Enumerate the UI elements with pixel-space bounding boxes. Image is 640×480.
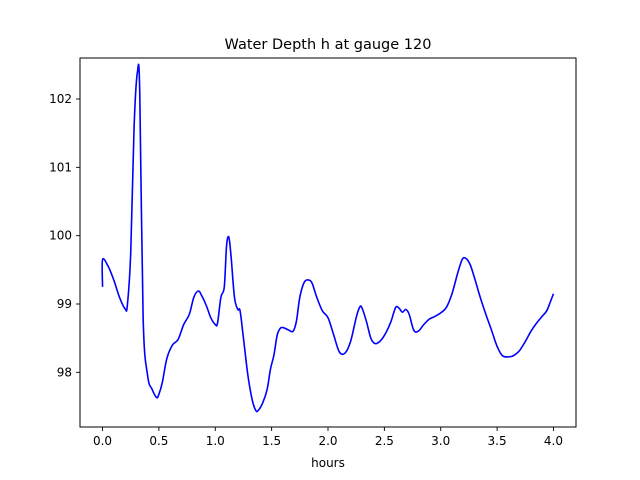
x-axis: 0.0 0.5 1.0 1.5 2.0 2.5 3.0 3.5 4.0 xyxy=(93,427,563,448)
y-tick-label: 101 xyxy=(49,160,72,174)
series-line xyxy=(101,63,555,413)
x-tick-label: 2.0 xyxy=(318,434,337,448)
x-tick-label: 0.5 xyxy=(149,434,168,448)
y-axis: 98 99 100 101 102 xyxy=(49,92,80,379)
x-tick-label: 0.0 xyxy=(93,434,112,448)
x-tick-label: 4.0 xyxy=(544,434,563,448)
x-axis-label: hours xyxy=(311,456,345,470)
x-tick-label: 1.5 xyxy=(262,434,281,448)
y-tick-label: 99 xyxy=(57,297,72,311)
chart-title: Water Depth h at gauge 120 xyxy=(225,37,432,53)
x-tick-label: 1.0 xyxy=(206,434,225,448)
y-tick-label: 102 xyxy=(49,92,72,106)
y-tick-label: 100 xyxy=(49,229,72,243)
y-tick-label: 98 xyxy=(57,365,72,379)
x-tick-label: 2.5 xyxy=(375,434,394,448)
x-tick-label: 3.0 xyxy=(431,434,450,448)
plot-area xyxy=(101,63,555,413)
x-tick-label: 3.5 xyxy=(488,434,507,448)
plot-frame xyxy=(79,57,577,428)
